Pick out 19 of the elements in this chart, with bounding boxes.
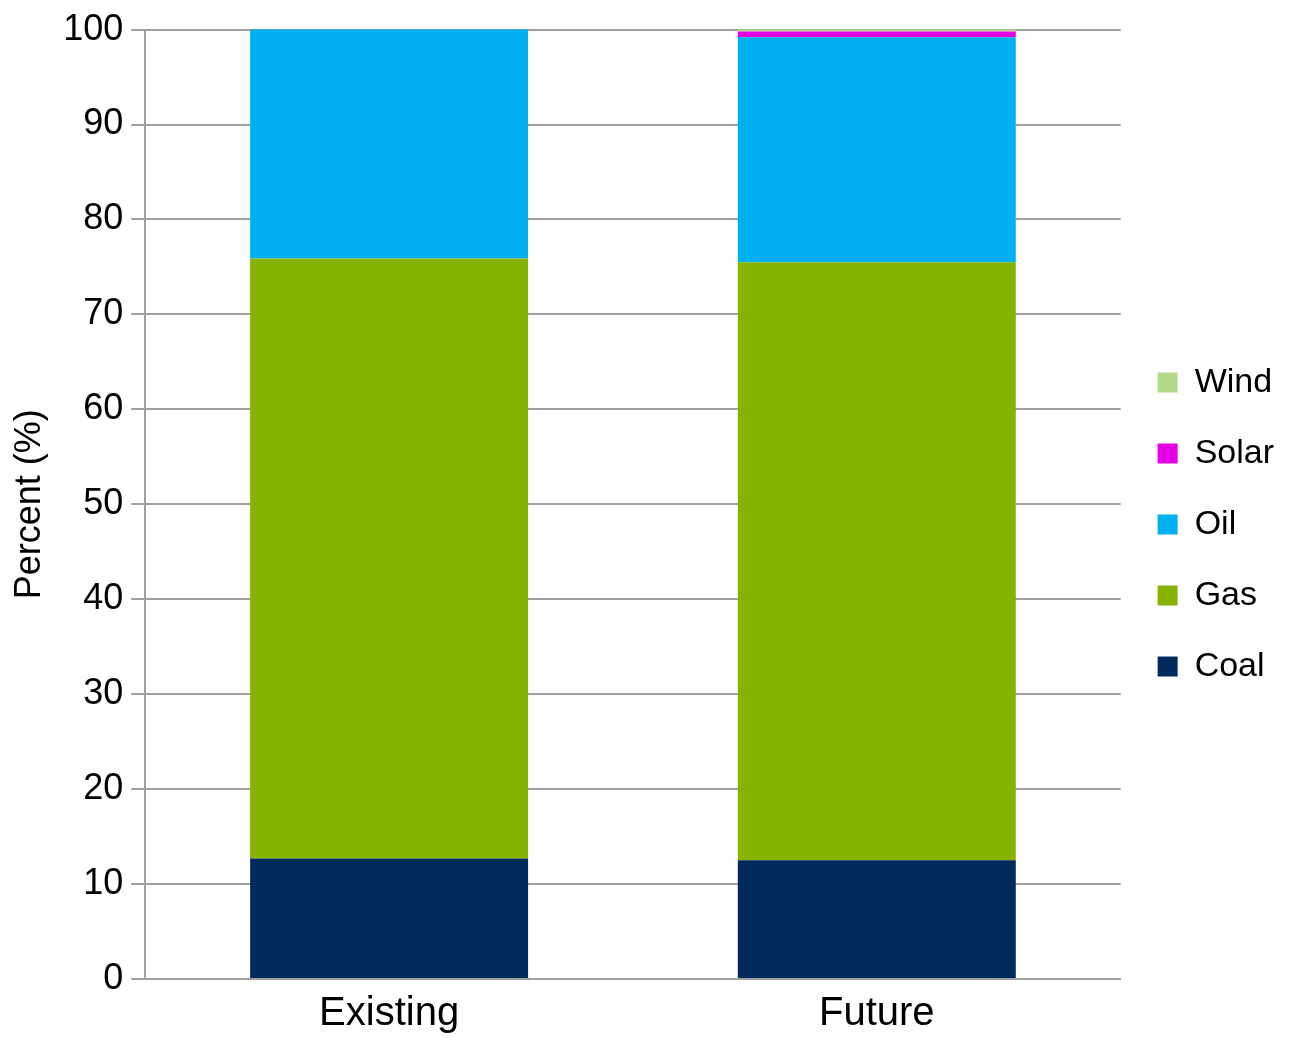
y-tick-label: 90: [83, 101, 124, 143]
y-tick-label: 80: [83, 196, 124, 238]
y-axis-title: Percent (%): [6, 409, 48, 600]
y-tick-label: 20: [83, 766, 124, 808]
y-tick-label: 50: [83, 481, 124, 523]
y-tick-label: 60: [83, 386, 124, 428]
legend-label: Wind: [1194, 360, 1273, 399]
legend-label: Gas: [1194, 573, 1257, 612]
y-tick-label: 40: [83, 576, 124, 618]
x-tick-label: Future: [818, 989, 935, 1034]
legend-label: Solar: [1194, 431, 1274, 470]
y-tick-label: 0: [103, 955, 124, 997]
y-tick-label: 10: [83, 860, 124, 902]
y-tick-label: 70: [83, 291, 124, 333]
x-tick-label: Existing: [319, 989, 460, 1034]
legend-label: Coal: [1194, 644, 1265, 683]
y-tick-label: 30: [83, 671, 124, 713]
y-tick-label: 100: [63, 6, 124, 48]
legend-label: Oil: [1194, 502, 1237, 541]
